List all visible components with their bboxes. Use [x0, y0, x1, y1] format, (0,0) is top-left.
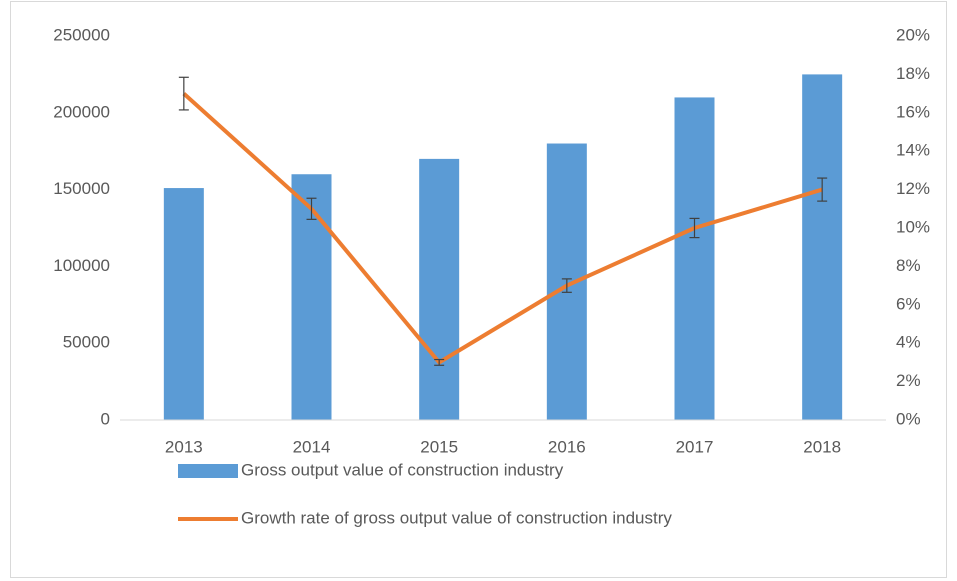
bar [802, 74, 843, 421]
legend-swatch [178, 464, 238, 478]
y2-tick-label: 12% [896, 179, 930, 198]
y-tick-label: 150000 [53, 179, 110, 198]
error-bar [561, 278, 572, 293]
y2-tick-label: 20% [896, 25, 930, 44]
x-tick-label: 2014 [293, 437, 331, 456]
bar [674, 97, 715, 420]
y-tick-label: 100000 [53, 256, 110, 275]
y-tick-label: 50000 [63, 333, 110, 352]
line [182, 92, 823, 365]
error-bar [817, 177, 828, 202]
x-tick-label: 2017 [676, 437, 714, 456]
y2-tick-label: 10% [896, 217, 930, 236]
y2-tick-label: 2% [896, 371, 921, 390]
y2-tick-label: 4% [896, 333, 921, 352]
legend-label: Gross output value of construction indus… [241, 460, 564, 479]
x-tick-label: 2013 [165, 437, 203, 456]
x-tick-label: 2016 [548, 437, 586, 456]
y2-tick-label: 18% [896, 64, 930, 83]
legend-label: Growth rate of gross output value of con… [241, 508, 672, 527]
x-tick-label: 2015 [420, 437, 458, 456]
y2-tick-label: 6% [896, 294, 921, 313]
error-bar [178, 76, 189, 111]
bar [163, 188, 204, 420]
y2-tick-label: 14% [896, 141, 930, 160]
x-tick-label: 2018 [803, 437, 841, 456]
y2-tick-label: 0% [896, 409, 921, 428]
error-bar [689, 217, 700, 239]
y-tick-label: 200000 [53, 102, 110, 121]
error-bar [306, 197, 317, 220]
y-tick-label: 250000 [53, 25, 110, 44]
y2-tick-label: 8% [896, 256, 921, 275]
y2-tick-label: 16% [896, 102, 930, 121]
error-bar [434, 358, 445, 366]
y-tick-label: 0 [101, 409, 110, 428]
bar [419, 158, 460, 420]
